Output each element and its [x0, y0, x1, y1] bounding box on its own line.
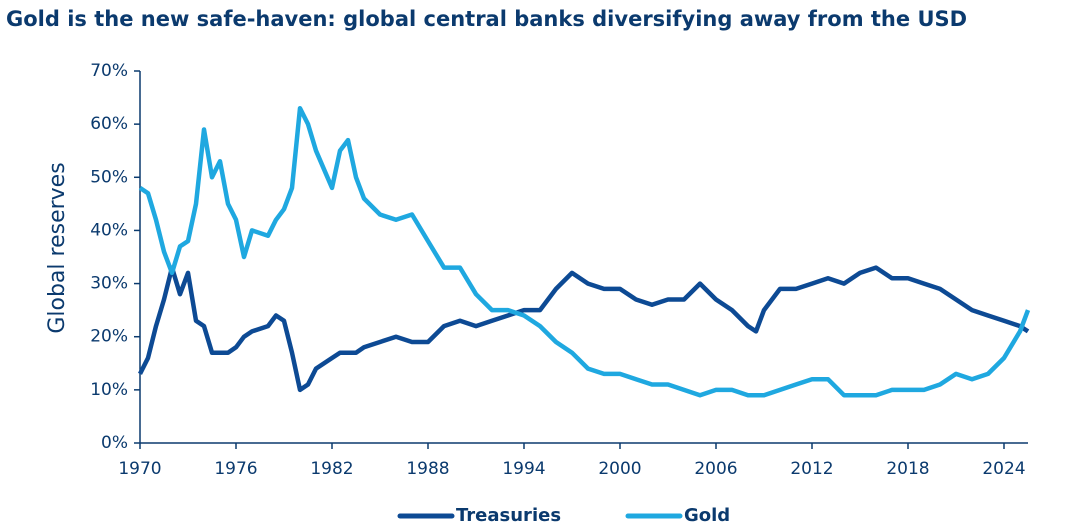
- y-tick-label: 70%: [90, 61, 128, 81]
- x-tick-label: 2006: [694, 459, 737, 479]
- series-line: [137, 265, 1030, 393]
- x-tick-label: 2000: [598, 459, 641, 479]
- chart-title: Gold is the new safe-haven: global centr…: [6, 7, 967, 31]
- x-tick-label: 1970: [118, 459, 161, 479]
- y-tick-label: 60%: [90, 114, 128, 134]
- y-tick-label: 0%: [101, 433, 128, 453]
- x-tick-label: 1982: [310, 459, 353, 479]
- legend-label: Gold: [684, 505, 730, 526]
- x-tick-label: 1988: [406, 459, 449, 479]
- legend-label: Treasuries: [456, 505, 561, 526]
- y-tick-label: 50%: [90, 167, 128, 187]
- x-tick-label: 1994: [502, 459, 545, 479]
- x-tick-label: 1976: [214, 459, 257, 479]
- series-line: [138, 105, 1031, 398]
- y-axis-label: Global reserves: [45, 162, 70, 333]
- y-tick-label: 40%: [90, 220, 128, 240]
- y-tick-label: 30%: [90, 274, 128, 294]
- x-tick-label: 2018: [886, 459, 929, 479]
- x-tick-label: 2024: [982, 459, 1025, 479]
- x-tick-label: 2012: [790, 459, 833, 479]
- y-tick-label: 20%: [90, 327, 128, 347]
- y-tick-label: 10%: [90, 380, 128, 400]
